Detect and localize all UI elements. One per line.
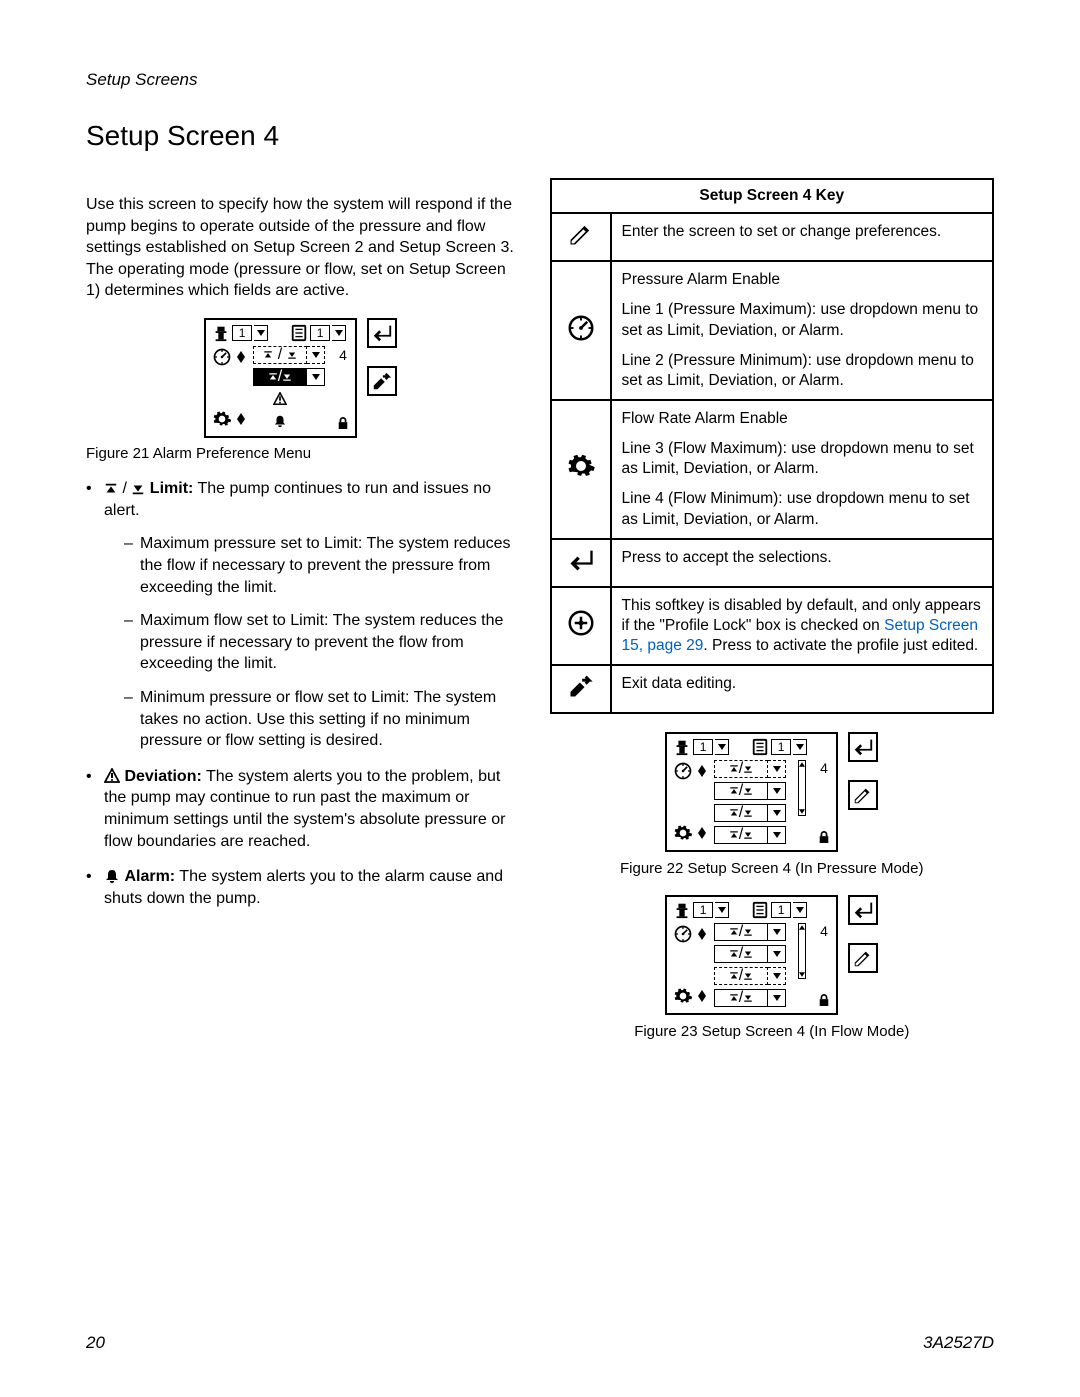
key-exit-text: Exit data editing. (611, 665, 993, 713)
pressure-min-field: / (253, 368, 307, 386)
list-icon (290, 324, 308, 342)
gauge-icon (566, 313, 596, 343)
scrollbar (798, 760, 806, 816)
scrollbar (798, 923, 806, 979)
section-label: Setup Screens (86, 70, 994, 90)
screen-index: 4 (339, 346, 347, 365)
pump-profile-number: 1 (232, 325, 252, 341)
key-accept-text: Press to accept the selections. (611, 539, 993, 587)
figure-23: 1 1 (550, 895, 994, 1040)
edit-icon (567, 220, 595, 248)
edit-softkey (848, 780, 878, 810)
figure-21: 1 1 (86, 318, 516, 464)
lock-icon (818, 830, 830, 844)
doc-id: 3A2527D (923, 1333, 994, 1353)
lock-icon (337, 416, 349, 430)
list-number: 1 (310, 325, 330, 341)
bullet-alarm: Alarm: The system alerts you to the alar… (86, 866, 516, 909)
gear-icon (212, 409, 232, 429)
gear-icon (673, 986, 693, 1006)
key-pressure-line2: Line 2 (Pressure Minimum): use dropdown … (622, 351, 982, 391)
figure-22: 1 1 (550, 732, 994, 877)
edit-softkey (848, 943, 878, 973)
arrows-icon (237, 413, 245, 425)
dropdown-icon (715, 739, 729, 755)
pump-icon (673, 901, 691, 919)
exit-icon (567, 672, 595, 700)
key-flow-title: Flow Rate Alarm Enable (622, 409, 982, 429)
page-title: Setup Screen 4 (86, 120, 994, 152)
pump-icon (673, 738, 691, 756)
figure-23-caption: Figure 23 Setup Screen 4 (In Flow Mode) (550, 1023, 994, 1040)
key-table-title: Setup Screen 4 Key (551, 179, 993, 213)
figure-22-caption: Figure 22 Setup Screen 4 (In Pressure Mo… (550, 860, 994, 877)
key-profile-t2: . Press to activate the profile just edi… (703, 637, 978, 654)
bell-icon (104, 868, 120, 885)
key-enter-text: Enter the screen to set or change prefer… (611, 213, 993, 261)
page-number: 20 (86, 1333, 105, 1353)
limit-sub-1: Maximum pressure set to Limit: The syste… (124, 533, 516, 598)
limit-sub-2: Maximum flow set to Limit: The system re… (124, 610, 516, 675)
deviation-icon (104, 768, 120, 785)
enter-softkey (367, 318, 397, 348)
key-pressure-line1: Line 1 (Pressure Maximum): use dropdown … (622, 300, 982, 340)
pump-icon (212, 324, 230, 342)
key-flow-line1: Line 3 (Flow Maximum): use dropdown menu… (622, 439, 982, 479)
figure-21-caption: Figure 21 Alarm Preference Menu (86, 444, 516, 464)
profile-icon (566, 608, 596, 638)
limit-label: Limit: (150, 480, 194, 497)
pressure-max-field: / (253, 346, 307, 364)
enter-softkey (848, 732, 878, 762)
alarm-label: Alarm: (124, 868, 175, 885)
gear-icon (673, 823, 693, 843)
limit-down-icon (131, 480, 145, 497)
exit-softkey (367, 366, 397, 396)
list-icon (751, 901, 769, 919)
bullet-deviation: Deviation: The system alerts you to the … (86, 766, 516, 852)
intro-paragraph: Use this screen to specify how the syste… (86, 194, 516, 302)
lock-icon (818, 993, 830, 1007)
enter-icon (567, 546, 595, 574)
key-profile-text: This softkey is disabled by default, and… (611, 587, 993, 665)
dropdown-icon (332, 325, 346, 341)
enter-softkey (848, 895, 878, 925)
gauge-icon (673, 924, 693, 944)
deviation-label: Deviation: (124, 768, 201, 785)
limit-up-icon (104, 480, 118, 497)
dropdown-icon (793, 739, 807, 755)
list-icon (751, 738, 769, 756)
key-table: Setup Screen 4 Key Enter the screen to s… (550, 178, 994, 714)
dropdown-icon (254, 325, 268, 341)
dropdown-icon (715, 902, 729, 918)
gear-icon (566, 451, 596, 481)
dropdown-icon (307, 368, 325, 386)
limit-sub-3: Minimum pressure or flow set to Limit: T… (124, 687, 516, 752)
bullet-limit: / Limit: The pump continues to run and i… (86, 478, 516, 752)
gauge-icon (673, 761, 693, 781)
arrows-icon (237, 351, 245, 363)
key-pressure-title: Pressure Alarm Enable (622, 270, 982, 290)
gauge-icon (212, 347, 232, 367)
dropdown-icon (307, 346, 325, 364)
flow-min-field (253, 412, 307, 430)
dropdown-icon (793, 902, 807, 918)
flow-max-field (253, 390, 307, 408)
key-flow-line2: Line 4 (Flow Minimum): use dropdown menu… (622, 489, 982, 529)
